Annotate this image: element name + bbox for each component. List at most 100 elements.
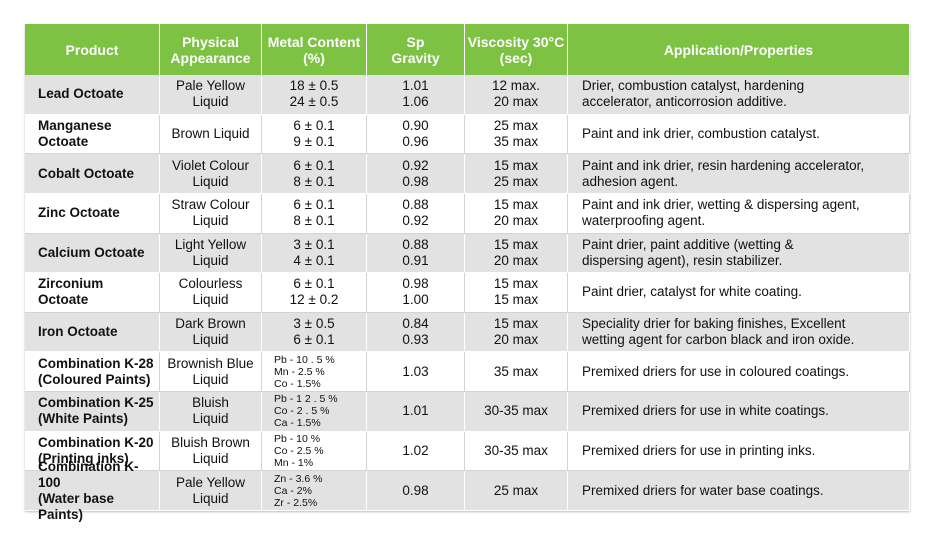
table-cell: 1.01 1.06 xyxy=(367,75,465,115)
table-cell: 0.84 0.93 xyxy=(367,312,465,353)
table-cell: 25 max 35 max xyxy=(465,114,568,155)
cell-line: 15 max xyxy=(493,276,539,292)
cell-line: Drier, combustion catalyst, hardening xyxy=(582,78,805,94)
cell-line: 20 max xyxy=(493,213,539,229)
cell-line: (Water base Paints) xyxy=(38,490,115,522)
table-cell: Paint drier, catalyst for white coating. xyxy=(568,273,910,313)
table-cell: 0.88 0.92 xyxy=(367,193,465,234)
cell-line: 0.88 xyxy=(402,197,429,213)
cell-line: 25 max xyxy=(493,482,539,498)
cell-line: 15 max xyxy=(493,157,539,173)
cell-line: Liquid xyxy=(192,411,229,427)
cell-line: Liquid xyxy=(192,173,229,189)
table-cell: Straw Colour Liquid xyxy=(160,193,262,234)
product-cell: Combination K-100 (Water base Paints) xyxy=(25,459,160,522)
cell-line: 6 ± 0.1 xyxy=(293,157,335,173)
cell-line: Zinc Octoate xyxy=(38,205,120,221)
table-cell: 15 max 20 max xyxy=(465,233,568,274)
cell-line: (%) xyxy=(303,49,325,66)
cell-line: 20 max xyxy=(493,332,539,348)
product-cell: Zirconium Octoate xyxy=(25,273,160,313)
product-cell: Combination K-20 (Printing inks) xyxy=(25,431,160,472)
cell-line: Bluish Brown xyxy=(171,435,250,451)
table-cell: 30-35 max xyxy=(465,392,568,432)
header-cell: Application/Properties xyxy=(568,24,910,75)
cell-line: 6 ± 0.1 xyxy=(293,332,335,348)
cell-line: 0.84 xyxy=(402,316,429,332)
cell-line: 0.98 xyxy=(402,173,429,189)
cell-line: 25 max xyxy=(493,117,539,133)
cell-line: Premixed driers for water base coatings. xyxy=(582,482,824,498)
table-cell: Premixed driers for use in white coating… xyxy=(568,392,910,432)
table-cell: Paint and ink drier, combustion catalyst… xyxy=(568,114,910,155)
table-cell: 30-35 max xyxy=(465,431,568,472)
cell-line: Paint drier, paint additive (wetting & xyxy=(582,236,794,252)
cell-line: 30-35 max xyxy=(484,403,548,419)
table-cell: 1.02 xyxy=(367,431,465,472)
cell-line: 0.90 xyxy=(402,117,429,133)
cell-line: 35 max xyxy=(493,363,539,379)
cell-line: waterproofing agent. xyxy=(582,213,706,229)
cell-line: Combination K-100 xyxy=(38,458,139,490)
cell-line: Gravity xyxy=(391,49,440,66)
cell-line: 15 max xyxy=(493,236,539,252)
cell-line: 6 ± 0.1 xyxy=(293,117,335,133)
cell-line: 6 ± 0.1 xyxy=(293,276,335,292)
cell-line: (sec) xyxy=(499,49,533,66)
cell-line: Cobalt Octoate xyxy=(38,165,135,181)
cell-line: Octoate xyxy=(38,133,89,149)
cell-line: Light Yellow xyxy=(174,236,247,252)
cell-line: 24 ± 0.5 xyxy=(289,94,339,110)
cell-line: Calcium Octoate xyxy=(38,244,145,260)
cell-line: Combination K-20 xyxy=(38,435,154,451)
table-cell: Drier, combustion catalyst, hardening acc… xyxy=(568,75,910,115)
cell-line: 1.02 xyxy=(402,443,429,459)
table-cell: Paint and ink drier, wetting & dispersin… xyxy=(568,193,910,234)
cell-line: 20 max xyxy=(493,252,539,268)
table-cell: 6 ± 0.1 9 ± 0.1 xyxy=(262,114,367,155)
product-cell: Manganese Octoate xyxy=(25,114,160,155)
cell-line: Paint and ink drier, wetting & dispersin… xyxy=(582,197,860,213)
header-cell: Viscosity 30°C (sec) xyxy=(465,24,568,75)
cell-line: Mn - 1% xyxy=(274,457,314,470)
cell-line: Liquid xyxy=(192,292,229,308)
product-cell: Zinc Octoate xyxy=(25,193,160,234)
cell-line: 0.88 xyxy=(402,236,429,252)
cell-line: 15 max xyxy=(493,316,539,332)
table-cell: 1.01 xyxy=(367,392,465,432)
table-cell: Violet Colour Liquid xyxy=(160,154,262,194)
cell-line: Liquid xyxy=(192,213,229,229)
cell-line: 0.96 xyxy=(402,133,429,149)
cell-line: 1.01 xyxy=(402,78,429,94)
cell-line: 6 ± 0.1 xyxy=(293,197,335,213)
table-cell: 0.98 xyxy=(367,471,465,511)
table-cell: 35 max xyxy=(465,352,568,393)
table-cell: Pale Yellow Liquid xyxy=(160,75,262,115)
table-cell: 25 max xyxy=(465,471,568,511)
cell-line: (White Paints) xyxy=(38,411,128,427)
header-cell: Product xyxy=(25,24,160,75)
table-cell: Premixed driers for water base coatings. xyxy=(568,471,910,511)
table-cell: Pb - 10 . 5 % Mn - 2.5 % Co - 1.5% xyxy=(262,352,367,393)
table-cell: Speciality drier for baking finishes, Ex… xyxy=(568,312,910,353)
cell-line: wetting agent for carbon black and iron … xyxy=(582,332,855,348)
cell-line: adhesion agent. xyxy=(582,173,679,189)
cell-line: 0.98 xyxy=(402,482,429,498)
cell-line: Sp xyxy=(406,33,425,50)
product-cell: Calcium Octoate xyxy=(25,233,160,274)
cell-line: (Printing inks) xyxy=(38,451,129,467)
product-cell: Lead Octoate xyxy=(25,75,160,115)
cell-line: Zn - 3.6 % xyxy=(274,472,323,485)
cell-line: Lead Octoate xyxy=(38,86,124,102)
table-cell: Paint and ink drier, resin hardening acc… xyxy=(568,154,910,194)
cell-line: Ca - 1.5% xyxy=(274,417,321,430)
product-cell: Iron Octoate xyxy=(25,312,160,353)
table-cell: Pb - 1 2 . 5 % Co - 2 . 5 % Ca - 1.5% xyxy=(262,392,367,432)
product-cell: Combination K-25 (White Paints) xyxy=(25,392,160,432)
table-cell: 1.03 xyxy=(367,352,465,393)
cell-line: Violet Colour xyxy=(171,157,250,173)
cell-line: Co - 2 . 5 % xyxy=(274,405,330,418)
cell-line: 0.98 xyxy=(402,276,429,292)
cell-line: Application/Properties xyxy=(663,41,814,58)
